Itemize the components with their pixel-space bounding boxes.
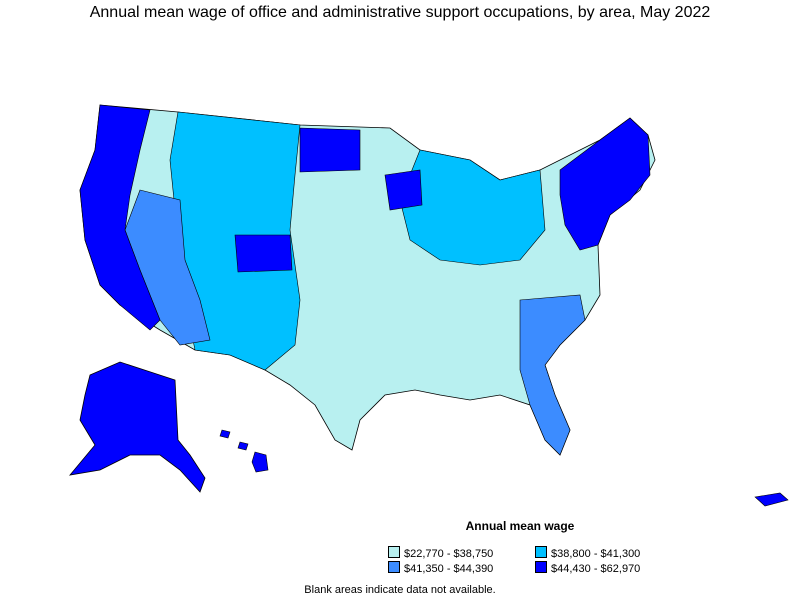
legend-label: $44,430 - $62,970 [551,563,641,575]
puerto-rico-region [754,492,789,507]
legend-swatch [535,561,547,573]
legend-item: $41,350 - $44,390 [388,561,493,575]
pacific-coast-region [79,104,161,331]
legend-swatch [388,561,400,573]
great-lakes-region [399,149,546,266]
legend-item: $22,770 - $38,750 [388,546,493,560]
legend-label: $38,800 - $41,300 [551,548,641,560]
legend-title: Annual mean wage [465,519,575,533]
north-dakota-region [299,127,361,173]
colorado-region [234,234,293,273]
hawaii-region [219,429,269,473]
legend-swatch [535,546,547,558]
legend-label: $22,770 - $38,750 [404,548,494,560]
alaska-region [69,361,206,493]
map-title: Annual mean wage of office and administr… [89,4,711,21]
minnesota-metro-region [384,169,423,211]
legend-item: $44,430 - $62,970 [535,561,640,575]
legend-item: $38,800 - $41,300 [535,546,640,560]
southeast-region [519,294,586,456]
legend-label: $41,350 - $44,390 [404,563,494,575]
legend-swatch [388,546,400,558]
footnote: Blank areas indicate data not available. [304,584,496,596]
northeast-region [559,117,651,251]
